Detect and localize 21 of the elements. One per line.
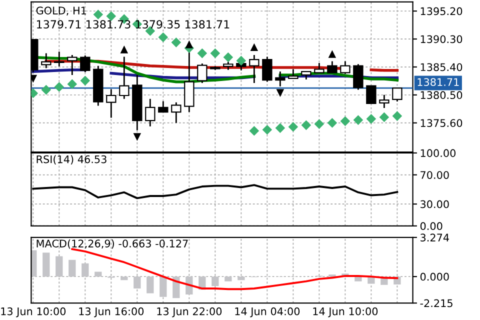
y-tick-label: 70.00 <box>420 171 449 179</box>
y-tick-label: 1375.60 <box>420 119 462 128</box>
y-tick-label: 1390.30 <box>420 35 462 44</box>
y-tick-label: 30.00 <box>420 200 449 208</box>
y-tick-label: 1395.20 <box>420 7 462 16</box>
x-tick-label: 13 Jun 10:00 <box>1 307 66 318</box>
x-tick-label: 13 Jun 16:00 <box>79 307 144 318</box>
y-tick-label: -2.215 <box>420 299 452 308</box>
ref-line-label: 1381.71 <box>418 78 459 86</box>
y-tick-label: 100.00 <box>420 149 456 158</box>
chart-title: GOLD, H1 <box>36 6 86 16</box>
x-tick-label: 14 Jun 04:00 <box>235 307 300 318</box>
chart-title: MACD(12,26,9) -0.663 -0.127 <box>36 239 188 249</box>
y-tick-label: 0.00 <box>420 222 442 230</box>
y-tick-label: 0.000 <box>420 272 449 281</box>
chart-title: RSI(14) 46.53 <box>36 155 106 164</box>
y-tick-label: 1380.50 <box>420 91 462 100</box>
y-tick-label: 1385.40 <box>420 63 462 72</box>
x-tick-label: 13 Jun 22:00 <box>157 307 222 318</box>
x-tick-label: 14 Jun 10:00 <box>313 307 378 318</box>
y-tick-label: 3.274 <box>420 234 449 242</box>
